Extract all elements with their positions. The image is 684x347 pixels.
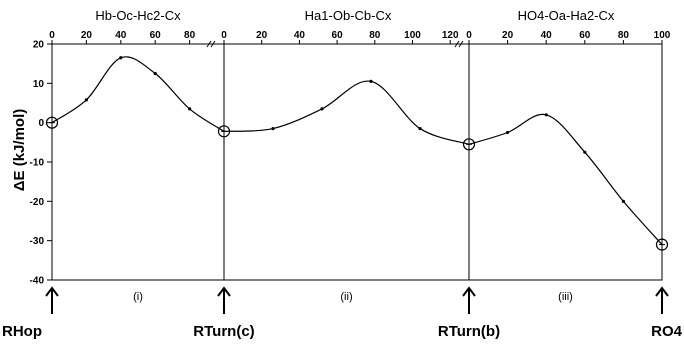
stationary-point-marker [45, 116, 59, 129]
segment-title: Hb-Oc-Hc2-Cx [95, 8, 181, 23]
x-tick-label: 80 [184, 30, 196, 41]
y-axis-label: ΔE (kJ/mol) [11, 109, 28, 191]
axis-break-mark [454, 40, 460, 48]
data-point [544, 113, 548, 117]
segment-roman-label: (iii) [558, 291, 573, 303]
x-tick-label: 40 [294, 30, 306, 41]
state-label: RHop [2, 323, 42, 340]
x-tick-label: 0 [466, 30, 472, 41]
x-tick-label: 80 [369, 30, 381, 41]
axis-break-mark [206, 40, 212, 48]
state-arrow-head [45, 286, 59, 297]
y-tick-label: 20 [33, 40, 45, 51]
data-point [506, 130, 510, 135]
y-tick-label: 0 [38, 118, 44, 129]
data-point [320, 107, 324, 111]
plot-frame [51, 43, 663, 281]
energy-curve-segment [223, 80, 470, 145]
energy-curve [45, 56, 669, 251]
segment-roman-label: (i) [133, 291, 143, 303]
y-tick-label: -10 [30, 158, 45, 169]
x-tick-label: 20 [81, 30, 93, 41]
state-label: RTurn(b) [438, 323, 500, 340]
state-label: RTurn(c) [193, 323, 254, 340]
x-tick-label: 0 [49, 30, 55, 41]
state-arrow-head [462, 286, 476, 297]
axis-break-mark [458, 40, 464, 48]
data-point [153, 71, 157, 76]
state-arrow-head [217, 286, 231, 297]
y-tick-label: -20 [30, 197, 45, 208]
x-tick-label: 120 [442, 30, 459, 41]
x-tick-label: 80 [618, 30, 630, 41]
x-tick-label: 20 [502, 30, 514, 41]
x-tick-label: 100 [654, 30, 671, 41]
state-label: RO4 [651, 323, 683, 340]
data-point [621, 199, 626, 203]
state-arrow-head [655, 286, 669, 297]
x-tick-label: 40 [541, 30, 553, 41]
stationary-point-marker [462, 138, 476, 151]
data-point [271, 126, 275, 131]
energy-curve-segment [468, 113, 663, 245]
x-tick-label: 100 [404, 30, 421, 41]
chart-labels: Hb-Oc-Hc2-Cx (i) Ha1-Ob-Cb-Cx (ii) HO4-Oa-Ha… [2, 8, 683, 340]
x-tick-label: 20 [256, 30, 268, 41]
data-point [84, 98, 88, 102]
data-point [418, 126, 422, 131]
data-point [583, 150, 587, 154]
data-point [188, 107, 192, 111]
y-tick-label: 10 [33, 79, 45, 90]
stationary-point-marker [655, 238, 669, 251]
y-tick-label: -40 [30, 276, 45, 287]
y-tick-label: -30 [30, 236, 45, 247]
x-tick-label: 40 [115, 30, 127, 41]
energy-curve-segment [51, 56, 225, 132]
x-tick-label: 60 [579, 30, 591, 41]
segment-roman-label: (ii) [340, 291, 352, 303]
x-tick-label: 0 [221, 30, 227, 41]
plot-border [51, 43, 663, 281]
data-point [119, 56, 123, 60]
segment-title: HO4-Oa-Ha2-Cx [518, 8, 615, 23]
segment-title: Ha1-Ob-Cb-Cx [305, 8, 392, 23]
data-point [369, 79, 373, 83]
x-tick-label: 60 [332, 30, 344, 41]
stationary-point-marker [217, 125, 231, 138]
x-tick-label: 60 [150, 30, 162, 41]
axis-break-mark [210, 40, 216, 48]
